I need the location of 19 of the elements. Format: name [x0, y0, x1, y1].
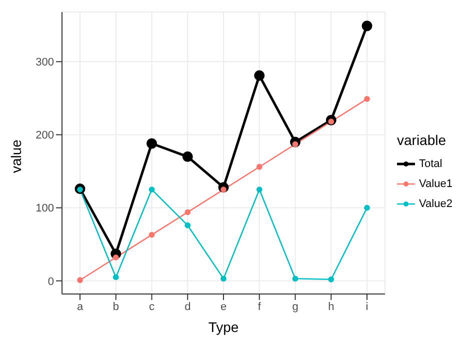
x-tick-label: b [112, 300, 119, 313]
legend-title: variable [397, 132, 448, 148]
y-tick-label: 200 [36, 130, 54, 142]
y-tick-label: 300 [36, 56, 54, 69]
x-tick-label: h [328, 300, 334, 313]
x-tick-label: c [149, 300, 155, 313]
x-tick-label: f [258, 300, 262, 313]
legend-label: Value1 [419, 178, 452, 190]
x-tick-label: i [366, 300, 368, 313]
y-axis-title: value [8, 139, 24, 173]
x-tick-label: a [76, 300, 84, 313]
x-tick-label: e [220, 300, 227, 313]
x-tick-label: g [292, 300, 298, 313]
legend-label: Total [419, 158, 442, 170]
x-tick-label: d [184, 300, 191, 313]
y-tick-label: 100 [36, 202, 54, 215]
x-axis-title: Type [208, 319, 239, 335]
y-tick-label: 0 [48, 276, 54, 288]
legend-label: Value2 [419, 198, 452, 210]
